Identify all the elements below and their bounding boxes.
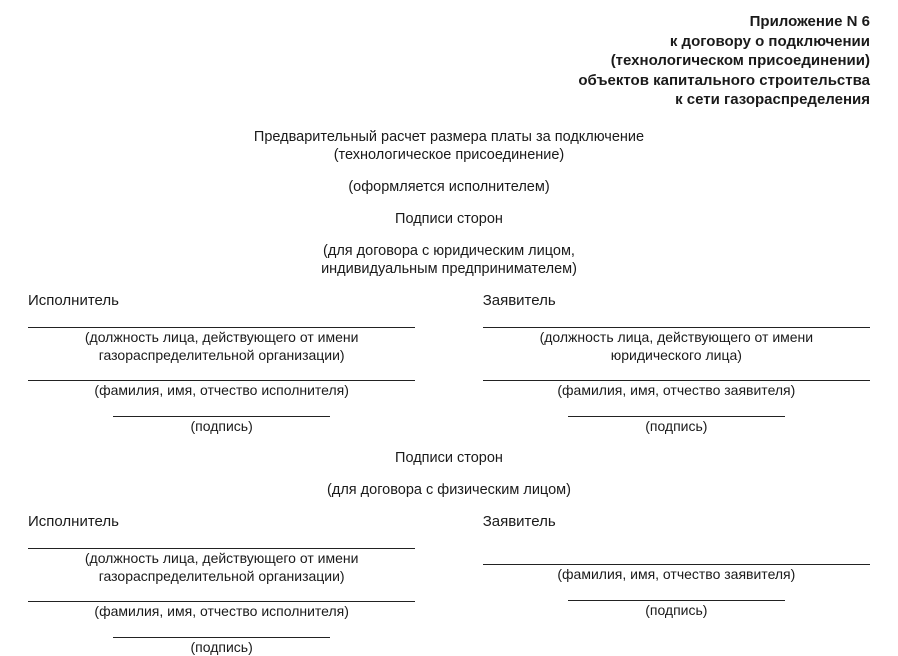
appendix-header: Приложение N 6 к договору о подключении …	[28, 12, 870, 110]
title-line-1: Предварительный расчет размера платы за …	[28, 128, 870, 146]
contract-type-legal: (для договора с юридическим лицом, индив…	[28, 242, 870, 278]
executor-column-legal: Исполнитель (должность лица, действующег…	[28, 292, 415, 435]
header-line-4: объектов капитального строительства	[578, 72, 870, 89]
contract-type-legal-l1: (для договора с юридическим лицом,	[28, 242, 870, 260]
executor-note: (оформляется исполнителем)	[28, 178, 870, 196]
executor-position-line: (должность лица, действующего от имени г…	[28, 327, 415, 364]
header-line-2: к договору о подключении	[670, 33, 870, 50]
executor-position-2-l2: газораспределительной организации)	[99, 568, 345, 584]
signatures-heading-2: Подписи сторон	[28, 449, 870, 467]
executor-column-individual: Исполнитель (должность лица, действующег…	[28, 513, 415, 656]
signature-block-individual: Исполнитель (должность лица, действующег…	[28, 513, 870, 656]
signature-block-legal: Исполнитель (должность лица, действующег…	[28, 292, 870, 435]
applicant-label-2: Заявитель	[483, 513, 870, 532]
applicant-signature-line-2: (подпись)	[568, 600, 785, 620]
title-line-2: (технологическое присоединение)	[28, 146, 870, 164]
applicant-label: Заявитель	[483, 292, 870, 311]
applicant-fio-line: (фамилия, имя, отчество заявителя)	[483, 380, 870, 400]
applicant-column-individual: Заявитель (фамилия, имя, отчество заявит…	[483, 513, 870, 656]
executor-signature-line-2: (подпись)	[113, 637, 330, 656]
executor-label: Исполнитель	[28, 292, 415, 311]
header-line-3: (технологическом присоединении)	[611, 52, 870, 69]
executor-position-l2: газораспределительной организации)	[99, 347, 345, 363]
signatures-heading-1: Подписи сторон	[28, 210, 870, 228]
executor-label-2: Исполнитель	[28, 513, 415, 532]
executor-position-l1: (должность лица, действующего от имени	[85, 329, 359, 345]
executor-position-line-2: (должность лица, действующего от имени г…	[28, 548, 415, 585]
applicant-column-legal: Заявитель (должность лица, действующего …	[483, 292, 870, 435]
executor-fio-line: (фамилия, имя, отчество исполнителя)	[28, 380, 415, 400]
header-line-5: к сети газораспределения	[675, 91, 870, 108]
applicant-position-l1: (должность лица, действующего от имени	[540, 329, 814, 345]
header-line-1: Приложение N 6	[750, 13, 870, 30]
executor-position-2-l1: (должность лица, действующего от имени	[85, 550, 359, 566]
applicant-position-l2: юридического лица)	[611, 347, 742, 363]
contract-type-legal-l2: индивидуальным предпринимателем)	[28, 260, 870, 278]
applicant-position-line: (должность лица, действующего от имени ю…	[483, 327, 870, 364]
document-title: Предварительный расчет размера платы за …	[28, 128, 870, 164]
executor-fio-line-2: (фамилия, имя, отчество исполнителя)	[28, 601, 415, 621]
executor-signature-line: (подпись)	[113, 416, 330, 436]
contract-type-individual: (для договора с физическим лицом)	[28, 481, 870, 499]
applicant-signature-line: (подпись)	[568, 416, 785, 436]
